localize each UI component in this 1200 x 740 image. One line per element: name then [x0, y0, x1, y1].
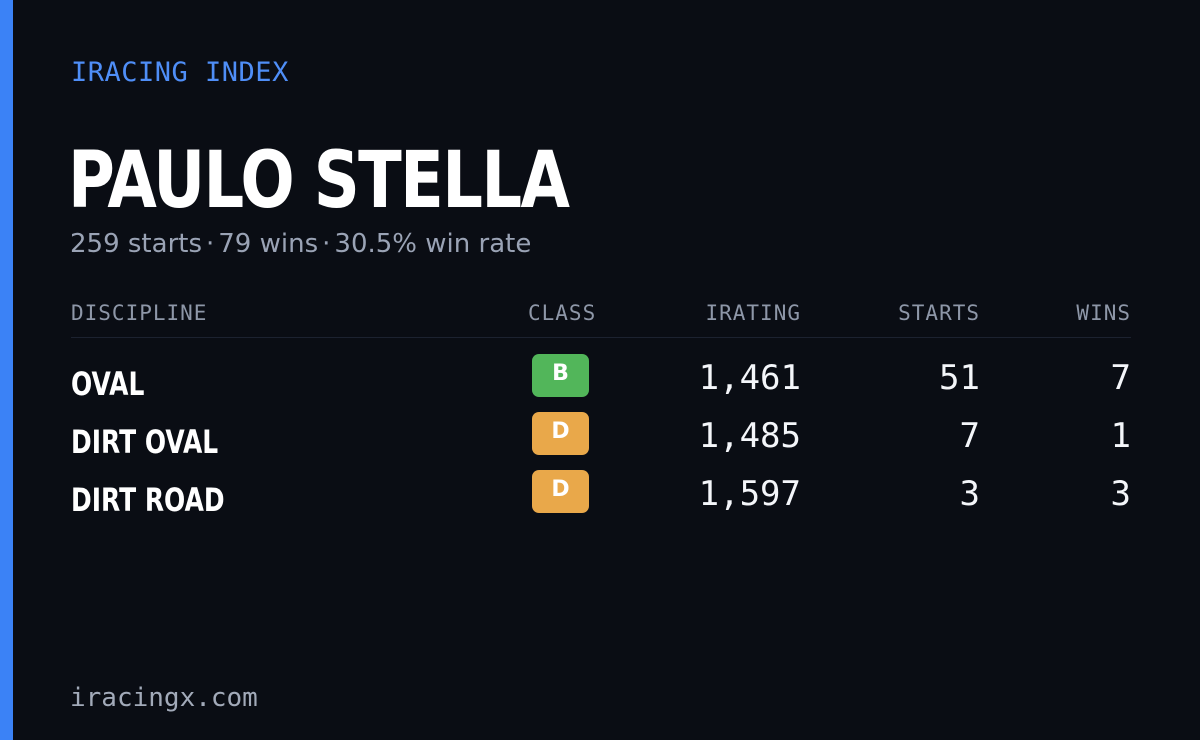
class-badge: B [532, 354, 589, 397]
discipline-name: DIRT OVAL [71, 423, 219, 461]
header-class: CLASS [528, 301, 597, 325]
wins-value: 7 [1110, 358, 1131, 398]
table-header: DISCIPLINE CLASS IRATING STARTS WINS [71, 300, 1131, 326]
header-discipline: DISCIPLINE [71, 301, 208, 325]
starts-value: 3 [959, 474, 980, 514]
discipline-name: DIRT ROAD [71, 481, 225, 519]
table-row: DIRT OVAL D 1,485 7 1 [71, 412, 1131, 461]
separator: · [322, 229, 331, 259]
header-irating: IRATING [705, 301, 801, 325]
starts-count: 259 starts [70, 229, 202, 259]
wins-value: 3 [1110, 474, 1131, 514]
brand-title: IRACING INDEX [71, 57, 289, 88]
irating-value: 1,597 [698, 474, 801, 514]
driver-summary: 259 starts · 79 wins · 30.5% win rate [70, 226, 531, 262]
driver-name: PAULO STELLA [68, 136, 570, 226]
wins-value: 1 [1110, 416, 1131, 456]
header-divider [71, 337, 1131, 338]
irating-value: 1,461 [698, 358, 801, 398]
separator: · [206, 229, 215, 259]
header-starts: STARTS [898, 301, 980, 325]
wins-count: 79 wins [218, 229, 319, 259]
footer-url[interactable]: iracingx.com [70, 683, 258, 713]
win-rate: 30.5% win rate [334, 229, 532, 259]
class-badge: D [532, 412, 589, 455]
class-badge: D [532, 470, 589, 513]
discipline-name: OVAL [71, 365, 145, 403]
header-wins: WINS [1076, 301, 1131, 325]
starts-value: 7 [959, 416, 980, 456]
accent-bar [0, 0, 13, 740]
table-row: DIRT ROAD D 1,597 3 3 [71, 470, 1131, 519]
table-row: OVAL B 1,461 51 7 [71, 354, 1131, 403]
starts-value: 51 [939, 358, 980, 398]
irating-value: 1,485 [698, 416, 801, 456]
